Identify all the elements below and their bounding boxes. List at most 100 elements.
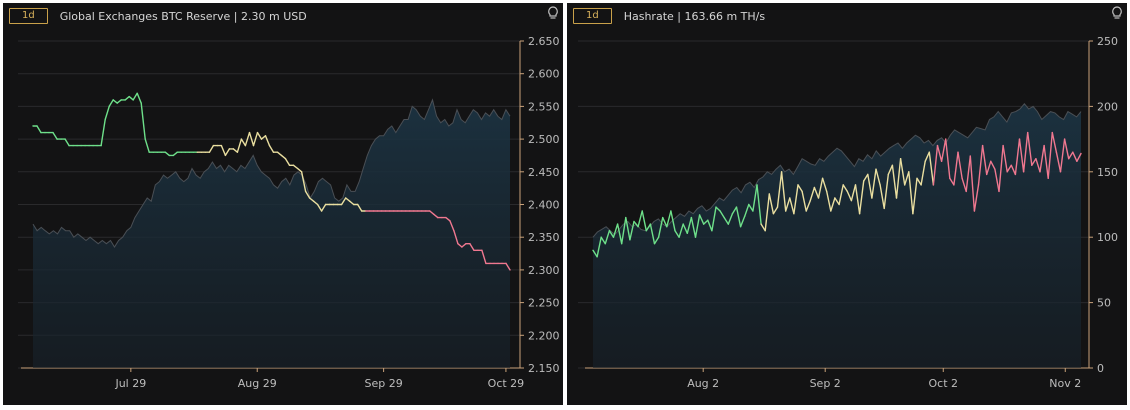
line-segment	[1022, 131, 1029, 173]
line-segment	[268, 144, 275, 153]
line-segment	[1047, 131, 1053, 180]
line-segment	[457, 242, 463, 248]
line-segment	[1031, 157, 1037, 167]
line-segment	[604, 229, 611, 245]
line-segment	[433, 213, 439, 219]
line-segment	[879, 184, 885, 210]
line-segment	[908, 171, 914, 215]
x-tick-label: Nov 2	[1049, 377, 1081, 390]
line-segment	[1072, 151, 1078, 163]
line-segment	[240, 138, 247, 147]
line-segment	[621, 216, 627, 245]
line-segment	[752, 184, 758, 212]
line-segment	[793, 184, 799, 215]
line-segment	[932, 144, 939, 186]
line-segment	[707, 219, 713, 232]
line-segment	[449, 220, 455, 232]
line-segment	[727, 212, 734, 225]
line-segment	[994, 168, 1000, 193]
line-segment	[1076, 152, 1082, 163]
y-tick-label: 2.600	[528, 68, 560, 81]
line-segment	[739, 215, 746, 228]
line-segment	[678, 223, 684, 238]
line-segment	[304, 190, 311, 199]
line-segment	[276, 151, 283, 157]
line-segment	[780, 171, 787, 212]
y-tick-label: 200	[1097, 100, 1118, 113]
line-segment	[108, 99, 114, 108]
line-segment	[100, 118, 106, 147]
line-segment	[224, 148, 231, 157]
line-segment	[260, 135, 267, 140]
line-segment	[871, 168, 877, 199]
x-tick-label: Sep 29	[364, 377, 402, 390]
line-segment	[965, 155, 971, 193]
timeframe-button[interactable]: 1d	[573, 8, 612, 24]
line-segment	[887, 164, 894, 176]
line-segment	[264, 135, 271, 147]
line-segment	[805, 199, 812, 212]
line-segment	[846, 190, 853, 202]
timeframe-button[interactable]: 1d	[9, 8, 48, 24]
line-segment	[256, 131, 263, 140]
line-segment	[140, 102, 146, 140]
line-segment	[1006, 164, 1012, 173]
line-segment	[244, 131, 251, 147]
line-segment	[686, 216, 693, 235]
line-segment	[702, 219, 709, 225]
line-segment	[998, 144, 1004, 193]
line-segment	[850, 184, 857, 202]
line-segment	[645, 223, 652, 232]
line-segment	[320, 203, 327, 212]
line-segment	[776, 171, 783, 208]
line-segment	[1059, 138, 1066, 173]
line-segment	[986, 160, 992, 176]
line-segment	[924, 151, 930, 163]
line-segment	[666, 210, 672, 228]
line-segment	[172, 151, 179, 157]
line-segment	[756, 184, 762, 225]
line-segment	[649, 223, 656, 245]
line-segment	[445, 216, 451, 222]
series-area	[33, 99, 510, 369]
line-segment	[316, 203, 323, 212]
line-segment	[128, 95, 134, 101]
line-segment	[64, 138, 70, 147]
line-segment	[296, 167, 303, 173]
line-segment	[928, 151, 935, 186]
chart-title: Hashrate | 163.66 m TH/s	[623, 9, 766, 23]
line-segment	[625, 216, 631, 241]
line-segment	[1039, 144, 1045, 173]
lightbulb-icon[interactable]	[1111, 6, 1123, 20]
line-segment	[784, 197, 791, 212]
x-tick-label: Aug 29	[238, 377, 277, 390]
line-segment	[723, 216, 730, 225]
line-segment	[312, 200, 319, 206]
line-segment	[345, 197, 351, 202]
line-segment	[300, 171, 307, 193]
reserve-chart-header: 1d Global Exchanges BTC Reserve | 2.30 m…	[9, 7, 307, 25]
line-segment	[834, 197, 840, 206]
line-segment	[292, 164, 299, 170]
hashrate-chart-header: 1d Hashrate | 163.66 m TH/s	[573, 7, 765, 25]
line-segment	[867, 173, 873, 199]
line-segment	[891, 164, 898, 199]
line-segment	[1014, 138, 1021, 176]
line-segment	[1055, 151, 1062, 173]
line-segment	[743, 203, 750, 218]
line-segment	[764, 193, 771, 232]
line-segment	[36, 125, 42, 134]
line-segment	[904, 171, 910, 186]
reserve-chart: 2.650 2.600 2.550 2.500 2.450 2.400 2.350 2.300…	[18, 35, 560, 390]
line-segment	[863, 173, 869, 182]
lightbulb-icon[interactable]	[547, 6, 559, 20]
line-segment	[990, 160, 996, 170]
y-tick-label: 2.200	[528, 329, 560, 342]
line-segment	[735, 206, 742, 228]
line-segment	[899, 157, 906, 186]
line-segment	[136, 92, 142, 104]
y-tick-label: 2.450	[528, 166, 560, 179]
line-segment	[124, 95, 130, 101]
line-segment	[842, 184, 848, 193]
line-segment	[1043, 144, 1049, 180]
